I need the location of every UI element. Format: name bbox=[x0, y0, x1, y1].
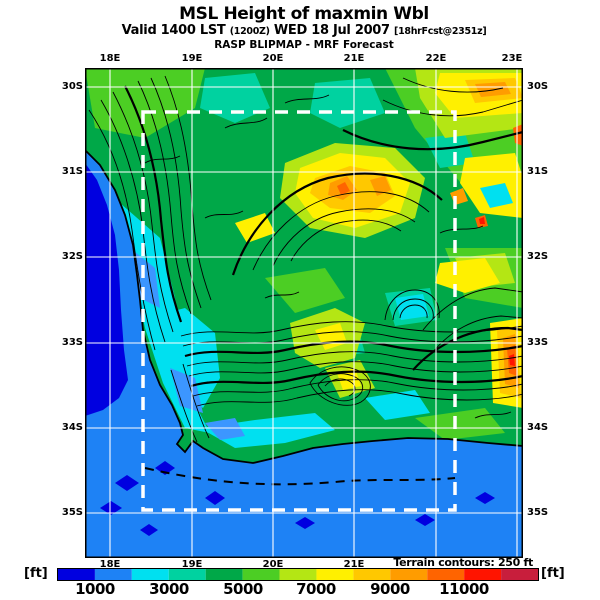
x-tick-top-21e: 21E bbox=[343, 53, 365, 64]
y-tick-right-35s: 35S bbox=[527, 507, 549, 518]
colorbar-segments bbox=[58, 569, 538, 580]
x-tick-bottom-20e: 20E bbox=[262, 559, 284, 570]
grid-lines bbox=[85, 68, 523, 558]
y-tick-right-32s: 32S bbox=[527, 251, 549, 262]
coastline bbox=[84, 149, 524, 464]
y-tick-right-30s: 30S bbox=[527, 81, 549, 92]
model-line: RASP BLIPMAP - MRF Forecast bbox=[214, 39, 394, 51]
colorbar-label-7000: 7000 bbox=[296, 580, 336, 598]
x-tick-bottom-18e: 18E bbox=[99, 559, 121, 570]
region-deep-ocean bbox=[85, 163, 495, 536]
x-tick-top-18e: 18E bbox=[99, 53, 121, 64]
terrain-contours bbox=[88, 75, 524, 443]
y-tick-left-35s: 35S bbox=[61, 507, 83, 518]
y-tick-right-31s: 31S bbox=[527, 166, 549, 177]
region-red bbox=[479, 217, 515, 366]
region-ocean bbox=[85, 150, 523, 558]
y-tick-left-31s: 31S bbox=[61, 166, 83, 177]
y-tick-left-34s: 34S bbox=[61, 422, 83, 433]
valid-time: Valid 1400 LST bbox=[121, 23, 226, 38]
offshore-contour bbox=[144, 467, 456, 486]
colorbar bbox=[57, 567, 539, 581]
colorbar-label-5000: 5000 bbox=[223, 580, 263, 598]
map-panel bbox=[84, 68, 524, 558]
x-tick-bottom-21e: 21E bbox=[343, 559, 365, 570]
x-tick-top-19e: 19E bbox=[181, 53, 203, 64]
colorbar-svg bbox=[57, 568, 539, 581]
y-tick-left-32s: 32S bbox=[61, 251, 83, 262]
y-tick-right-34s: 34S bbox=[527, 422, 549, 433]
valid-line: Valid 1400 LST (1200Z) WED 18 Jul 2007 [… bbox=[5, 23, 600, 38]
valid-date: WED 18 Jul 2007 bbox=[273, 23, 390, 38]
x-tick-bottom-19e: 19E bbox=[181, 559, 203, 570]
terrain-contours-note: Terrain contours: 250 ft bbox=[393, 556, 533, 569]
colorbar-unit-left: [ft] bbox=[24, 566, 48, 581]
y-tick-right-33s: 33S bbox=[527, 337, 549, 348]
colorbar-label-9000: 9000 bbox=[370, 580, 410, 598]
map-border bbox=[85, 68, 523, 558]
y-tick-left-30s: 30S bbox=[61, 81, 83, 92]
colorbar-unit-right: [ft] bbox=[541, 566, 565, 581]
x-tick-top-20e: 20E bbox=[262, 53, 284, 64]
colorbar-label-1000: 1000 bbox=[75, 580, 115, 598]
domain-boundary-box bbox=[141, 110, 457, 512]
colorbar-label-3000: 3000 bbox=[149, 580, 189, 598]
colorbar-border bbox=[57, 568, 539, 581]
x-tick-top-23e: 23E bbox=[501, 53, 523, 64]
forecast-run: [18hrFcst@2351z] bbox=[394, 26, 487, 37]
y-tick-left-33s: 33S bbox=[61, 337, 83, 348]
map-svg bbox=[84, 68, 524, 558]
page-title: MSL Height of maxmin Wbl bbox=[179, 4, 429, 24]
valid-utc: (1200Z) bbox=[229, 26, 270, 37]
colorbar-label-11000: 11000 bbox=[439, 580, 489, 598]
x-tick-top-22e: 22E bbox=[425, 53, 447, 64]
